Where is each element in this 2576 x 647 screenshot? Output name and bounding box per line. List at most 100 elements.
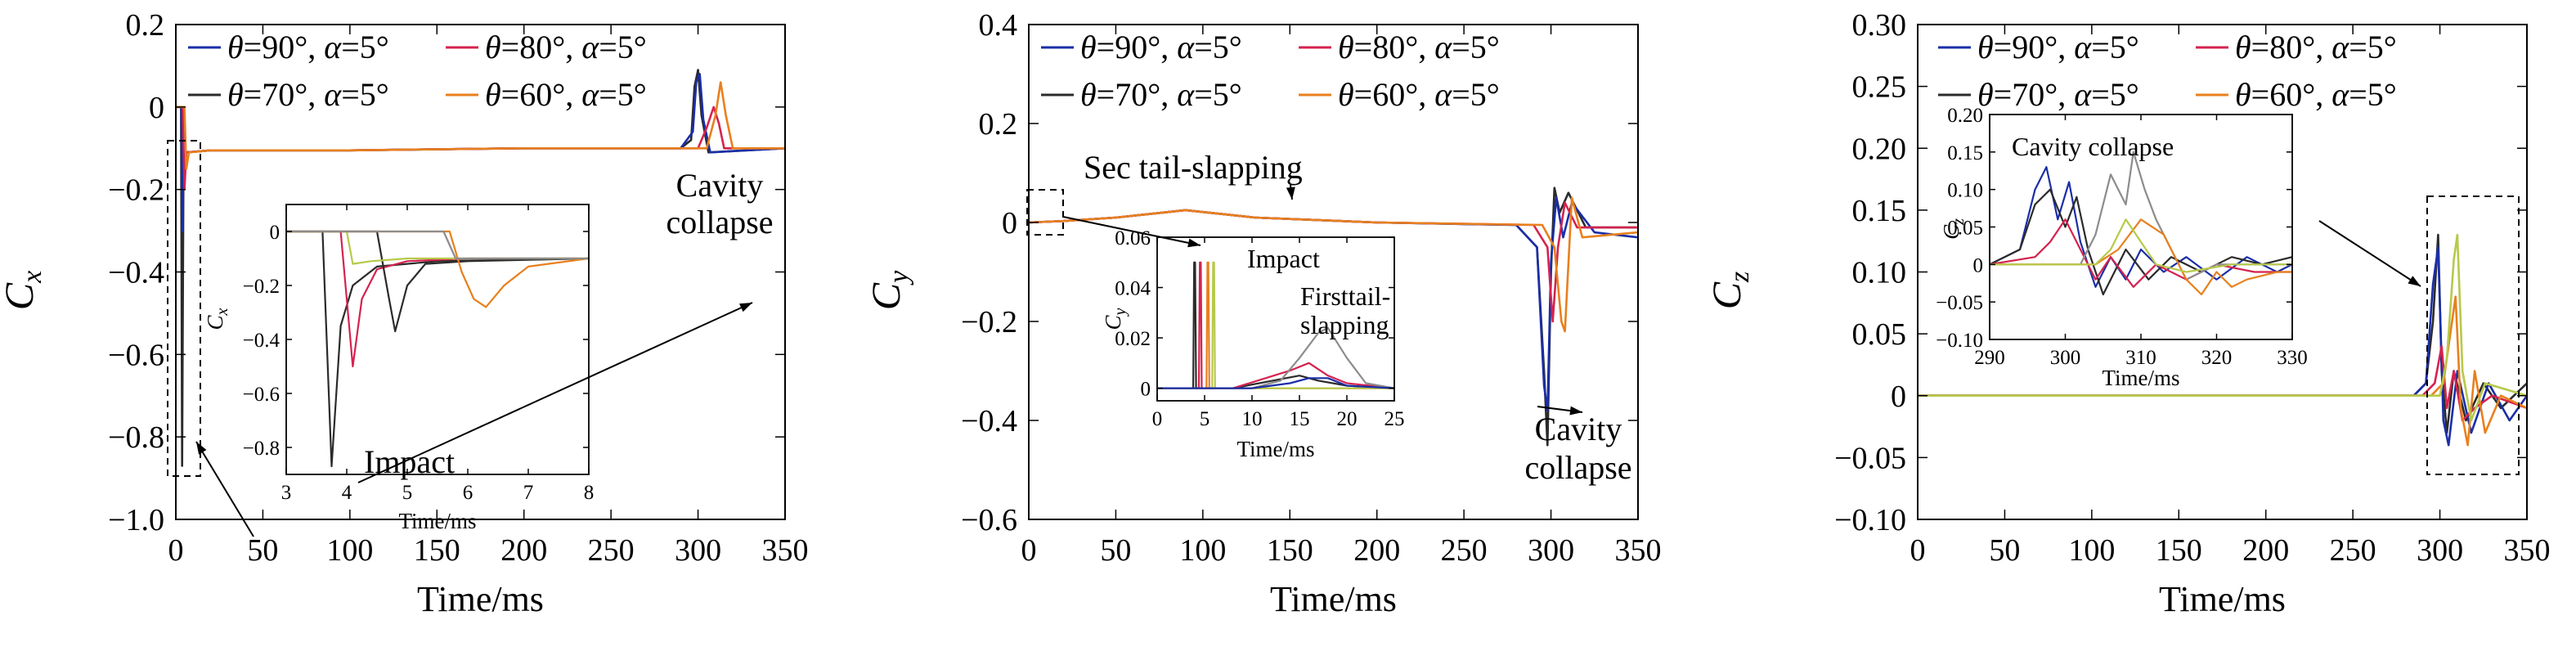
cx-inset-series-2 <box>286 230 589 333</box>
cz-legend-theta-val-3: =60°, <box>2251 76 2332 113</box>
cx-yaxis-label-sub: x <box>17 271 47 284</box>
cy-chart: 0 50 100 150 200 250 300 3500.40.20−0.2−0.4−0.6… <box>863 8 1662 619</box>
cx-series-3 <box>176 81 785 170</box>
cz-xaxis-label: Time/ms <box>2159 579 2286 619</box>
cz-ytick-label-3: 0.15 <box>1852 194 1907 228</box>
cz-xtick-label-5: 250 <box>2330 533 2376 568</box>
cy-legend-alpha-0: α <box>1177 29 1195 65</box>
cy-legend-entry-3: θ=60°, α=5° <box>1338 76 1500 113</box>
cz-chart: 0 50 100 150 200 250 300 350 0.30 0.25 0.20 0.15 0.1… <box>1703 8 2551 619</box>
cz-xtick-label-0: 0 <box>1910 533 1926 568</box>
cy-legend-entry-2: θ=70°, α=5° <box>1080 76 1242 113</box>
cz-inset-xtick-label-0: 290 <box>1974 347 2005 369</box>
cy-annotation-5: collapse <box>1524 449 1631 486</box>
cz-ytick-label-0: 0.30 <box>1852 8 1907 43</box>
cy-legend-alpha-1: α <box>1434 29 1452 65</box>
cz-inset-bg <box>1988 113 2294 341</box>
cz-annotation-0: Cavity collapse <box>2012 132 2174 161</box>
cy-inset-series-4 <box>1157 326 1394 389</box>
cy-inset-xtick-label-0: 0 <box>1152 408 1163 430</box>
cx-annotation-0: Impact <box>364 443 455 480</box>
cz-inset-xaxis-label: Time/ms <box>2102 366 2179 390</box>
cy-legend-theta-0: θ <box>1080 29 1097 65</box>
cz-zoom-box <box>2426 195 2520 475</box>
cz-ytick-label-6: 0 <box>1891 380 1906 414</box>
cy-legend-theta-3: θ <box>1338 76 1354 113</box>
cy-inset-ytick-label-0: 0 <box>1141 379 1151 401</box>
cy-inset-ytick-label-1: 0.02 <box>1115 328 1151 350</box>
cz-inset-ytick-label-3: 0.05 <box>1947 218 1983 240</box>
cy-zoom-leader-head-0 <box>1187 238 1200 248</box>
cx-ytick-label-0: 0.2 <box>126 8 165 43</box>
cy-plot-frame <box>1028 24 1639 520</box>
cy-inset-xaxis-label: Time/ms <box>1236 437 1314 461</box>
cz-series-4 <box>1918 233 2527 422</box>
cz-inset-ytick-label-6: −0.10 <box>1936 330 1983 352</box>
cx-inset-xtick-label-5: 8 <box>584 482 595 504</box>
cy-annotation-2: Firsttail- <box>1300 281 1390 311</box>
cy-yaxis-label-sub: y <box>884 270 914 285</box>
cz-inset-series-1 <box>1990 188 2292 296</box>
cy-annotation-3: slapping <box>1300 310 1389 339</box>
cx-xaxis-label: Time/ms <box>417 579 544 619</box>
cz-inset-xtick-label-2: 310 <box>2125 347 2156 369</box>
cz-inset-ytick-label-4: 0 <box>1973 254 1984 276</box>
cz-xtick-label-4: 200 <box>2242 533 2289 568</box>
cz-ytick-label-2: 0.20 <box>1852 132 1907 166</box>
cy-xaxis-label: Time/ms <box>1270 579 1397 619</box>
cy-legend-alpha-2: α <box>1177 76 1195 113</box>
cy-legend-entry-1: θ=80°, α=5° <box>1338 29 1500 65</box>
cx-legend-alpha-val-0: =5° <box>341 29 389 65</box>
cx-yaxis-label: Cx <box>0 271 47 310</box>
cz-inset-yaxis-label-main: C <box>1939 224 1963 240</box>
cy-legend-entry-0: θ=90°, α=5° <box>1080 29 1242 65</box>
cx-annotation-2: collapse <box>666 204 773 240</box>
cy-annotation-4: Cavity <box>1535 411 1622 447</box>
cx-inset-xaxis-label: Time/ms <box>398 509 476 533</box>
cx-legend-entry-1: θ=80°, α=5° <box>485 29 647 65</box>
cx-xtick-label-0: 0 <box>168 533 184 568</box>
cx-yaxis-label-main: C <box>0 282 42 310</box>
cx-legend-alpha-val-2: =5° <box>341 76 389 113</box>
cz-inset: 290 300 310 320 330 0.20 0.15 0.10 0.05 0 −0.05 −0.… <box>1936 105 2308 390</box>
cx-inset-xtick-label-0: 3 <box>281 482 292 504</box>
cz-inset-series-group <box>1990 151 2292 296</box>
cz-xtick-label-2: 100 <box>2068 533 2115 568</box>
cy-legend-theta-val-0: =90°, <box>1097 29 1178 65</box>
cz-inset-series-5 <box>1990 218 2292 273</box>
cx-legend-theta-val-3: =60°, <box>501 76 582 113</box>
cy-ytick-label-5: −0.6 <box>961 503 1017 537</box>
cx-legend-theta-1: θ <box>485 29 501 65</box>
cy-xtick-label-3: 150 <box>1267 533 1313 568</box>
cz-inset-ytick-label-0: 0.20 <box>1947 105 1983 127</box>
cx-inset-xtick-label-2: 5 <box>402 482 413 504</box>
cz-legend-alpha-val-1: =5° <box>2349 29 2397 65</box>
cx-legend-alpha-3: α <box>581 76 599 113</box>
cz-ytick-label-7: −0.05 <box>1834 441 1906 475</box>
cy-ytick-label-1: 0.2 <box>979 107 1018 142</box>
cy-legend-alpha-val-0: =5° <box>1194 29 1242 65</box>
cz-legend-theta-3: θ <box>2235 76 2251 113</box>
cy-annotation-arrowhead-1-0 <box>1569 406 1582 416</box>
cz-inset-series-4 <box>1990 218 2292 296</box>
cy-annotation-arrowhead-0-0 <box>1286 186 1295 200</box>
cy-annotation-1: Impact <box>1247 244 1320 273</box>
cx-inset-ytick-label-3: −0.6 <box>243 384 280 406</box>
cy-series-3 <box>1029 196 1638 333</box>
cz-ytick-label-5: 0.05 <box>1852 317 1907 352</box>
cz-inset-yaxis-label: Cz <box>1939 218 1968 240</box>
cx-legend-alpha-val-1: =5° <box>599 29 647 65</box>
cy-ytick-label-0: 0.4 <box>979 8 1018 43</box>
cy-ytick-label-4: −0.4 <box>961 404 1017 438</box>
cz-legend-theta-val-2: =70°, <box>1994 76 2075 113</box>
cz-inset-ytick-label-2: 0.10 <box>1947 180 1983 202</box>
cz-inset-xtick-label-1: 300 <box>2050 347 2081 369</box>
cz-series-group <box>1918 233 2527 447</box>
cx-legend-alpha-1: α <box>581 29 599 65</box>
cx-legend-theta-2: θ <box>227 76 244 113</box>
cy-yaxis-label: Cy <box>863 270 914 310</box>
cy-xtick-label-0: 0 <box>1021 533 1037 568</box>
cy-ytick-label-2: 0 <box>1002 206 1017 240</box>
cx-ytick-label-6: −1.0 <box>108 503 164 537</box>
